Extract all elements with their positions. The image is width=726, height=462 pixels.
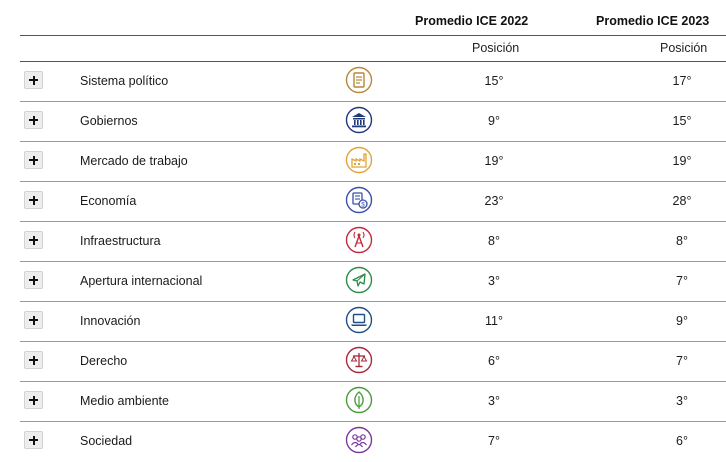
position-2023: 7° [676,274,688,288]
expand-button[interactable] [24,351,43,369]
header-divider [20,35,726,36]
table-row: Economía $23° 28° [20,182,726,222]
expand-button[interactable] [24,231,43,249]
row-label: Gobiernos [80,114,138,128]
position-2023: 3° [676,394,688,408]
row-label: Derecho [80,354,128,368]
position-2023: 28° [672,194,692,208]
government-building-icon [345,106,373,134]
position-2023: 19° [672,154,692,168]
position-2022: 6° [488,354,500,368]
people-icon [345,426,373,454]
expand-button[interactable] [24,431,43,449]
position-2022: 9° [488,114,500,128]
subheader-position-2022: Posición [472,41,520,55]
row-label: Sociedad [80,434,133,448]
position-2023: 15° [672,114,692,128]
laptop-icon [345,306,373,334]
expand-button[interactable] [24,191,43,209]
position-2022: 11° [485,314,503,328]
table-row: Medio ambiente 3° 3° [20,382,726,422]
row-label: Sistema político [80,74,169,88]
factory-icon [345,146,373,174]
table-row: Apertura internacional 3° 7° [20,262,726,302]
row-label: Mercado de trabajo [80,154,188,168]
position-2022: 7° [488,434,500,448]
subheader-position-2023: Posición [660,41,708,55]
row-label: Economía [80,194,137,208]
document-icon [345,66,373,94]
position-2023: 7° [676,354,688,368]
position-2022: 23° [484,194,504,208]
scales-icon [345,346,373,374]
leaf-icon [345,386,373,414]
svg-text:$: $ [361,202,365,208]
position-2023: 8° [676,234,688,248]
position-2022: 15° [484,74,504,88]
table-row: Gobiernos 9° 15° [20,102,726,142]
expand-button[interactable] [24,71,43,89]
position-2023: 9° [676,314,688,328]
table-row: Innovación 11° 9° [20,302,726,342]
expand-button[interactable] [24,311,43,329]
row-label: Innovación [80,314,141,328]
position-2022: 19° [484,154,504,168]
airplane-icon [345,266,373,294]
table-row: Sociedad 7° 6° [20,422,726,462]
row-label: Medio ambiente [80,394,169,408]
subheader-divider [20,61,726,62]
row-label: Infraestructura [80,234,161,248]
money-icon: $ [345,186,373,214]
expand-button[interactable] [24,111,43,129]
table-row: Derecho 6° 7° [20,342,726,382]
expand-button[interactable] [24,271,43,289]
position-2022: 3° [488,274,500,288]
position-2022: 3° [488,394,500,408]
expand-button[interactable] [24,391,43,409]
table-row: Infraestructura 8° 8° [20,222,726,262]
expand-button[interactable] [24,151,43,169]
antenna-tower-icon [345,226,373,254]
position-2023: 17° [672,74,692,88]
position-2023: 6° [676,434,688,448]
row-label: Apertura internacional [80,274,203,288]
position-2022: 8° [488,234,500,248]
table-row: Sistema político 15° 17° [20,62,726,102]
column-header-2023: Promedio ICE 2023 [596,14,710,28]
column-header-2022: Promedio ICE 2022 [415,14,529,28]
table-row: Mercado de trabajo 19° 19° [20,142,726,182]
